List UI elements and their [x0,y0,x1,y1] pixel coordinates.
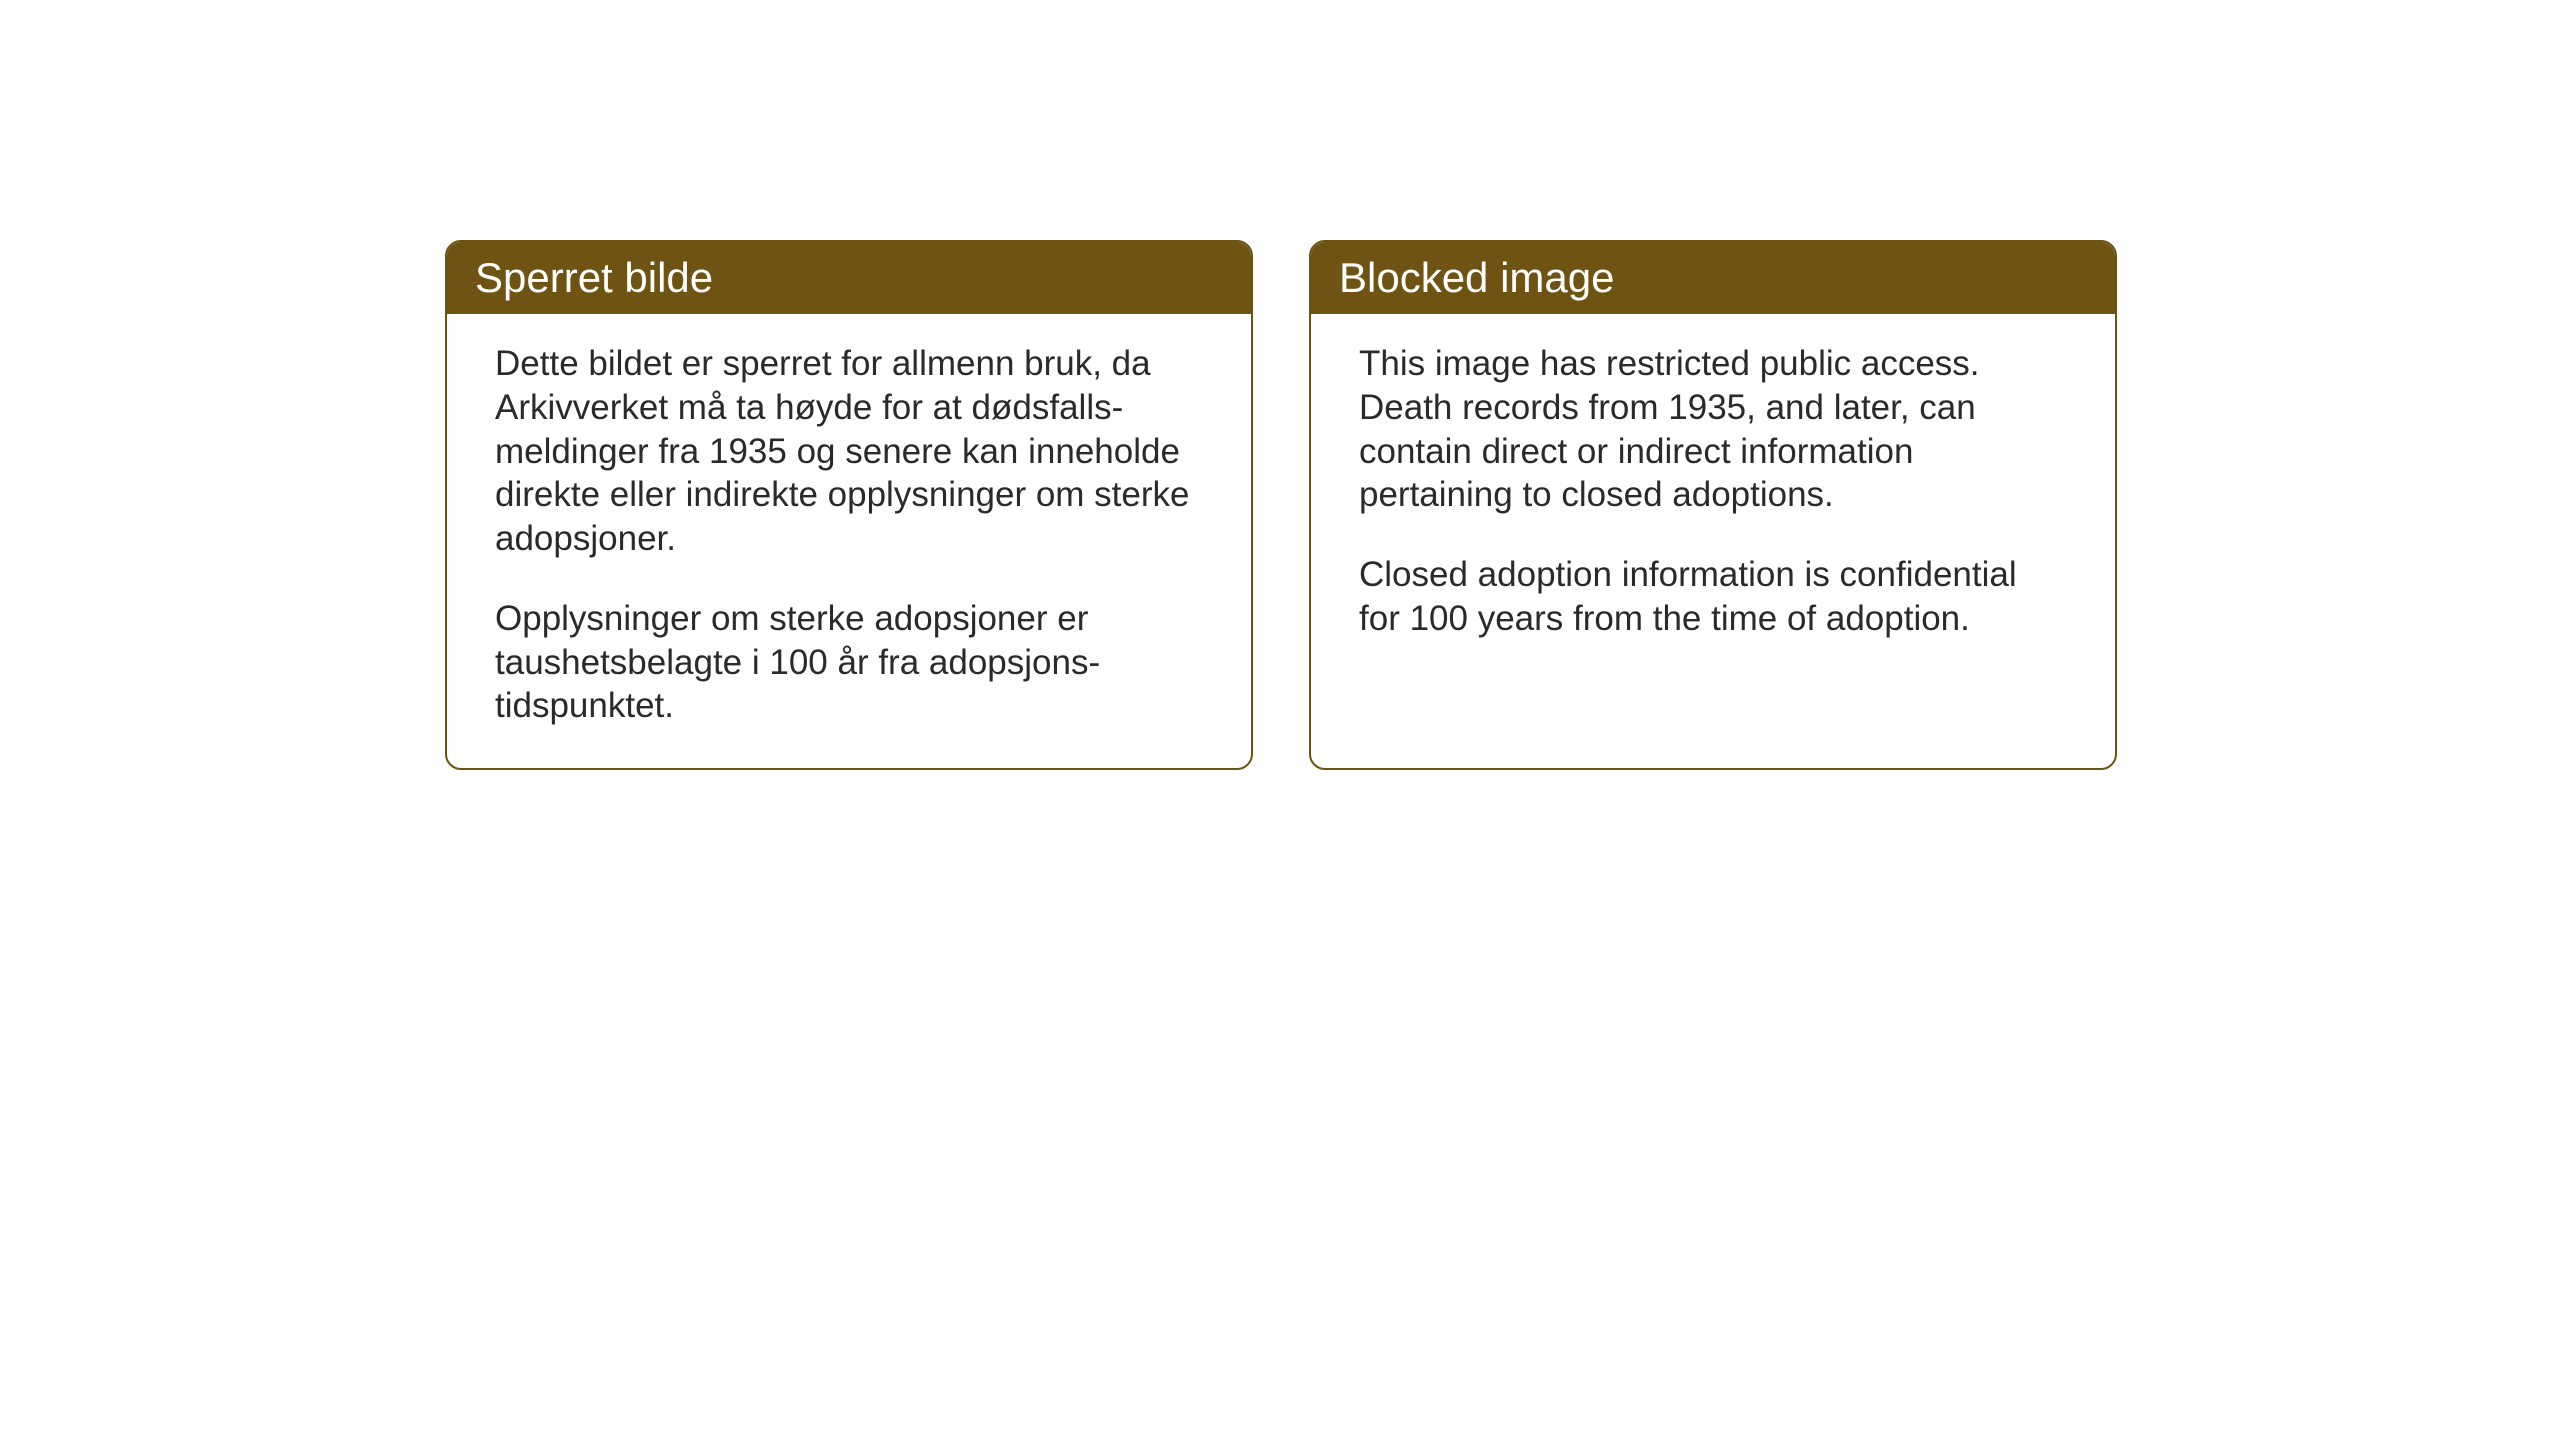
card-paragraph-2-english: Closed adoption information is confident… [1359,553,2067,641]
notice-card-english: Blocked image This image has restricted … [1309,240,2117,770]
card-title-english: Blocked image [1339,254,1614,301]
card-paragraph-1-english: This image has restricted public access.… [1359,342,2067,517]
card-body-norwegian: Dette bildet er sperret for allmenn bruk… [447,314,1251,768]
card-paragraph-1-norwegian: Dette bildet er sperret for allmenn bruk… [495,342,1203,561]
card-header-english: Blocked image [1311,242,2115,314]
notice-card-norwegian: Sperret bilde Dette bildet er sperret fo… [445,240,1253,770]
notice-container: Sperret bilde Dette bildet er sperret fo… [445,240,2117,770]
card-paragraph-2-norwegian: Opplysninger om sterke adopsjoner er tau… [495,597,1203,728]
card-header-norwegian: Sperret bilde [447,242,1251,314]
card-body-english: This image has restricted public access.… [1311,314,2115,681]
card-title-norwegian: Sperret bilde [475,254,713,301]
